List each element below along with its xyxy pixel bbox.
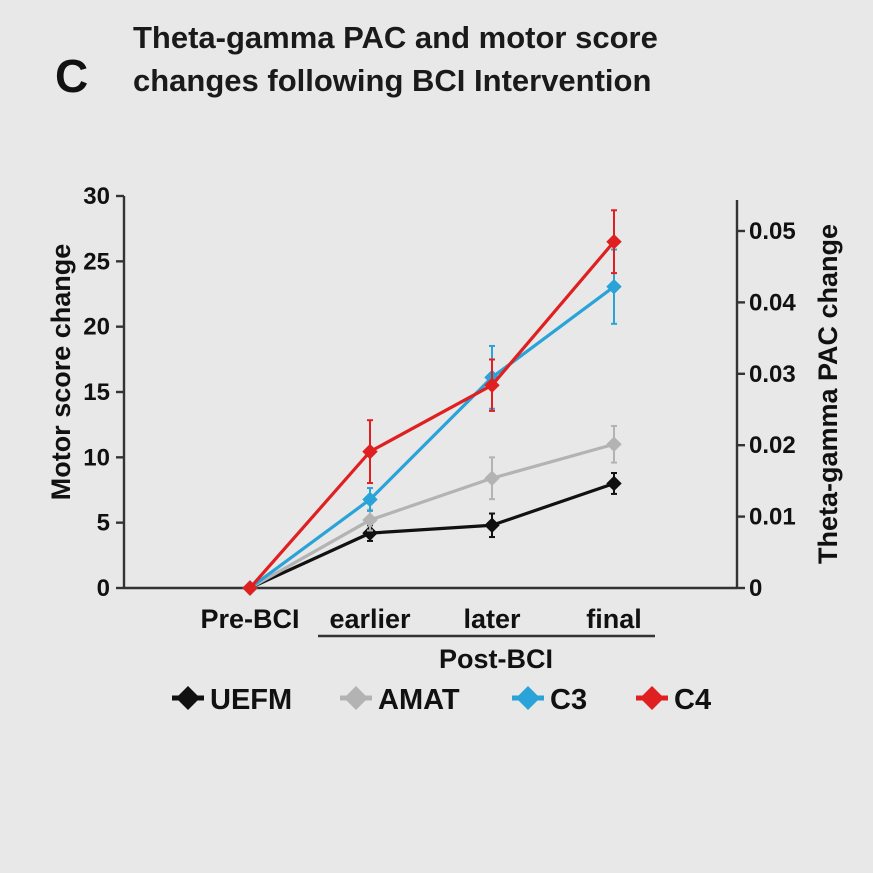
legend-label-amat: AMAT	[378, 684, 460, 716]
left-y-tick-label: 20	[83, 314, 110, 341]
left-y-axis-label: Motor score change	[46, 244, 76, 501]
data-point-c3	[362, 491, 378, 508]
series-c4	[242, 209, 622, 596]
legend-item-uefm: UEFM	[172, 684, 292, 716]
x-category-label: later	[463, 604, 521, 634]
right-y-tick-label: 0.03	[749, 361, 796, 388]
x-category-label: earlier	[329, 604, 411, 634]
right-y-tick-label: 0.02	[749, 432, 796, 459]
data-point-uefm	[362, 525, 378, 541]
x-category-label: final	[586, 604, 642, 634]
data-point-amat	[484, 470, 500, 486]
data-point-uefm	[606, 475, 622, 492]
legend-label-c3: C3	[550, 684, 587, 716]
data-point-c3	[606, 278, 622, 295]
data-point-c4	[362, 443, 378, 460]
left-y-tick-label: 30	[83, 183, 110, 210]
legend-label-c4: C4	[674, 684, 711, 716]
data-point-c4	[606, 233, 622, 250]
left-y-tick-label: 25	[83, 248, 110, 275]
left-y-tick-label: 15	[83, 379, 110, 406]
legend-label-uefm: UEFM	[210, 684, 292, 716]
right-y-tick-label: 0.05	[749, 218, 796, 245]
left-y-tick-label: 5	[97, 510, 110, 537]
right-y-ticks: 0 0.01 0.02 0.03 0.04 0.05	[737, 218, 796, 602]
right-y-tick-label: 0	[749, 575, 762, 602]
post-bci-group-label: Post-BCI	[439, 644, 553, 674]
series-layer	[242, 209, 622, 596]
series-amat	[242, 424, 622, 596]
legend-marker-amat	[344, 686, 368, 710]
legend-marker-uefm	[176, 686, 200, 710]
series-line-c4	[248, 240, 616, 590]
data-point-c4	[484, 377, 500, 393]
legend: UEFM AMAT C3 C4	[172, 684, 711, 716]
panel-letter: C	[55, 50, 88, 102]
data-point-c4	[242, 580, 258, 596]
x-category-label: Pre-BCI	[200, 604, 299, 634]
data-point-uefm	[484, 517, 500, 533]
series-line-uefm	[249, 481, 615, 590]
data-point-amat	[362, 512, 378, 528]
right-y-axis-label: Theta-gamma PAC change	[813, 224, 843, 564]
legend-marker-c4	[640, 686, 664, 710]
left-y-tick-label: 0	[97, 575, 110, 602]
x-category-labels: Pre-BCI earlier later final	[200, 604, 641, 634]
series-line-amat	[249, 442, 615, 590]
right-y-tick-label: 0.04	[749, 289, 796, 316]
legend-item-amat: AMAT	[340, 684, 460, 716]
left-y-tick-label: 10	[83, 444, 110, 471]
data-point-amat	[606, 436, 622, 452]
series-line-c3	[249, 285, 615, 590]
chart-title-line-2: changes following BCI Intervention	[133, 63, 651, 98]
chart-title-line-1: Theta-gamma PAC and motor score	[133, 20, 658, 55]
series-uefm	[242, 472, 622, 596]
right-y-tick-label: 0.01	[749, 504, 796, 531]
left-y-ticks: 0 5 10 15 20 25 30	[83, 183, 124, 602]
legend-item-c3: C3	[512, 684, 587, 716]
legend-item-c4: C4	[636, 684, 711, 716]
legend-marker-c3	[516, 686, 540, 710]
